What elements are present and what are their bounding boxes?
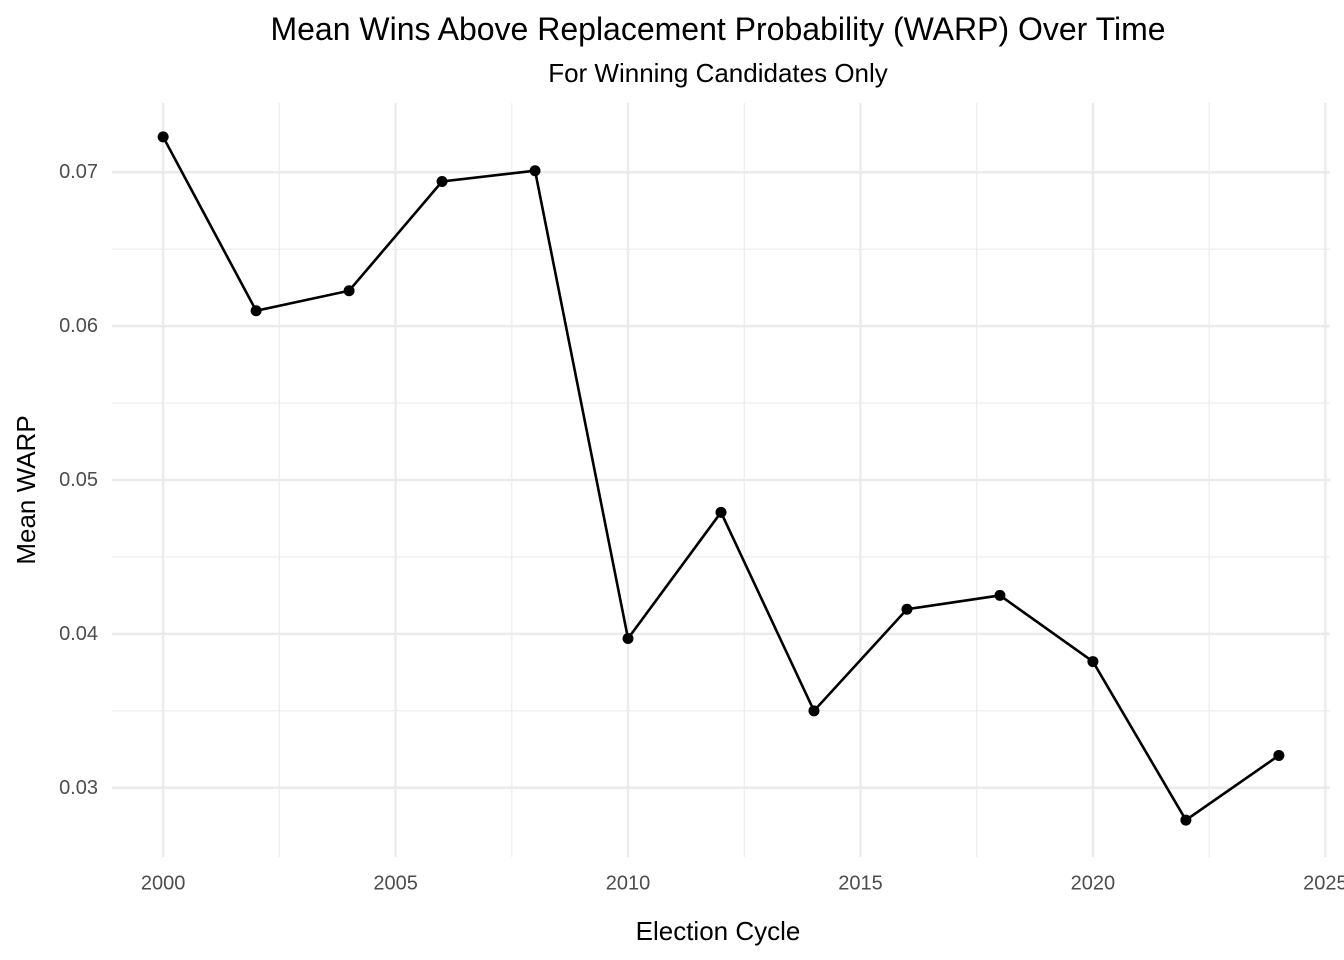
data-point xyxy=(250,305,262,317)
data-point xyxy=(901,603,913,615)
x-tick-label: 2015 xyxy=(838,873,883,895)
data-point xyxy=(1087,656,1099,668)
x-tick-label: 2000 xyxy=(141,873,186,895)
data-point xyxy=(529,165,541,177)
y-tick-label: 0.04 xyxy=(59,623,98,645)
data-point xyxy=(715,506,727,518)
y-tick-label: 0.05 xyxy=(59,469,98,491)
y-axis-tick-labels: 0.03 0.04 0.05 0.06 0.07 xyxy=(59,161,98,799)
x-tick-label: 2025 xyxy=(1303,873,1344,895)
data-point xyxy=(622,632,634,644)
chart-title: Mean Wins Above Replacement Probability … xyxy=(270,11,1165,47)
data-point xyxy=(1273,749,1285,761)
x-tick-label: 2010 xyxy=(606,873,651,895)
data-point xyxy=(1180,814,1192,826)
data-point xyxy=(343,285,355,297)
data-point xyxy=(808,705,820,717)
major-gridlines xyxy=(112,103,1330,857)
x-tick-label: 2020 xyxy=(1071,873,1116,895)
x-tick-label: 2005 xyxy=(373,873,418,895)
series-line xyxy=(161,136,1280,822)
data-point xyxy=(157,131,169,143)
y-tick-label: 0.07 xyxy=(59,161,98,183)
chart-subtitle: For Winning Candidates Only xyxy=(548,58,888,88)
y-tick-label: 0.03 xyxy=(59,777,98,799)
series-mean-warp xyxy=(157,131,1285,826)
x-axis-tick-labels: 2000 2005 2010 2015 2020 2025 xyxy=(141,873,1344,895)
x-axis-title: Election Cycle xyxy=(636,916,801,946)
y-tick-label: 0.06 xyxy=(59,315,98,337)
y-axis-title: Mean WARP xyxy=(11,415,41,564)
data-point xyxy=(994,589,1006,601)
data-point xyxy=(436,175,448,187)
